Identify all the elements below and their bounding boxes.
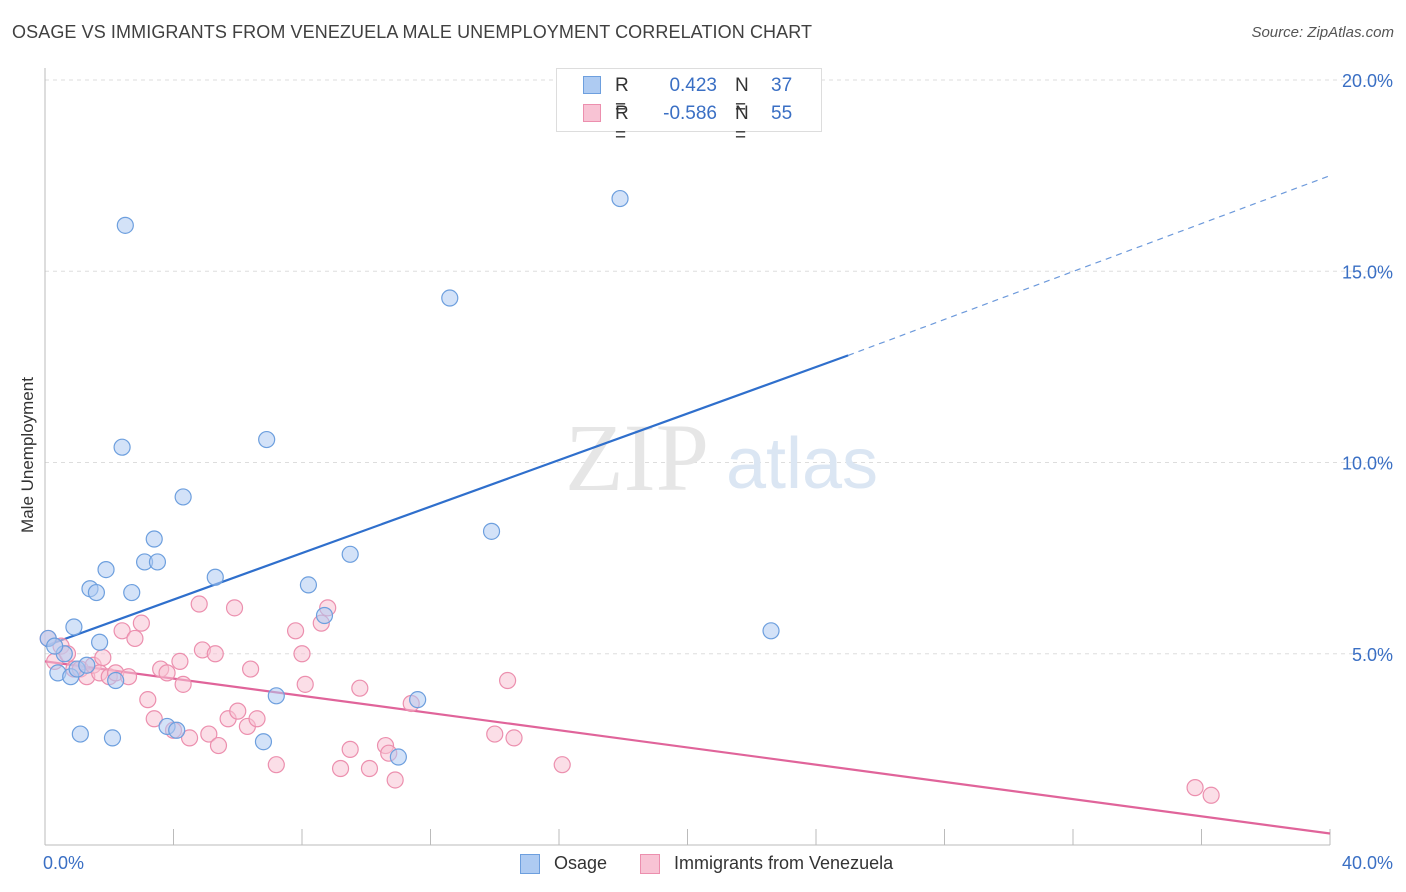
n-value: 55: [771, 103, 793, 124]
osage-point: [91, 633, 109, 651]
osage-point: [254, 733, 273, 751]
osage-swatch: [583, 76, 601, 94]
watermark-zip: ZIP: [565, 404, 709, 511]
venezuela-point: [331, 759, 350, 778]
stats-box: R = 0.423 N = 37 R = -0.586 N = 55: [556, 68, 822, 146]
venezuela-point: [94, 648, 112, 667]
x-tick-label: 40.0%: [1342, 853, 1393, 873]
venezuela-point: [499, 671, 517, 690]
osage-point: [258, 430, 276, 449]
venezuela-point: [248, 710, 266, 728]
chart-source: Source: ZipAtlas.com: [1251, 24, 1394, 41]
chart-title: OSAGE VS IMMIGRANTS FROM VENEZUELA MALE …: [12, 22, 813, 42]
osage-point: [145, 530, 163, 548]
venezuela-point: [145, 710, 163, 728]
osage-point: [611, 189, 629, 208]
venezuela-point: [1202, 786, 1220, 804]
y-tick-label: 10.0%: [1342, 454, 1393, 474]
trend-lines: [44, 175, 1331, 835]
venezuela-point: [139, 691, 157, 709]
venezuela-point: [286, 622, 305, 640]
osage-point: [148, 553, 167, 571]
r-label: R =: [615, 75, 629, 118]
osage-point: [87, 583, 106, 602]
legend-osage-label: Osage: [554, 853, 608, 873]
legend-venezuela-label: Immigrants from Venezuela: [674, 853, 894, 873]
osage-point: [409, 691, 427, 709]
osage-point: [762, 622, 780, 640]
gridlines: [45, 79, 1392, 655]
venezuela-point: [553, 756, 571, 774]
venezuela-point: [1186, 779, 1204, 797]
osage-point: [267, 687, 285, 705]
y-tick-label: 15.0%: [1342, 262, 1393, 282]
osage-point: [116, 216, 134, 234]
osage-point: [341, 545, 359, 563]
osage-point: [103, 729, 122, 747]
legend-osage-swatch: [520, 854, 540, 874]
y-tick-label: 5.0%: [1352, 645, 1393, 665]
venezuela-point: [341, 740, 359, 758]
n-label: N =: [735, 103, 749, 146]
osage-point: [65, 618, 83, 636]
y-tick-label: 20.0%: [1342, 71, 1393, 91]
venezuela-point: [242, 660, 260, 678]
axes: [44, 68, 1331, 846]
osage-point: [389, 748, 407, 766]
venezuela-point: [505, 729, 523, 747]
osage-point: [441, 289, 459, 307]
osage-point: [107, 671, 125, 690]
n-label: N =: [735, 75, 749, 118]
osage-point: [206, 568, 224, 586]
osage-point: [174, 488, 192, 506]
r-value: 0.423: [669, 75, 717, 96]
venezuela-point: [267, 756, 285, 774]
osage-point: [46, 637, 64, 655]
venezuela-point: [126, 629, 144, 648]
venezuela-point: [113, 622, 131, 640]
osage-point: [123, 583, 141, 602]
venezuela-point: [132, 614, 150, 632]
venezuela-point: [180, 729, 199, 747]
osage-point: [97, 560, 115, 579]
venezuela-point: [296, 675, 314, 693]
venezuela-point: [158, 664, 176, 682]
venezuela-point: [171, 652, 189, 671]
n-value: 37: [771, 75, 793, 96]
osage-point: [299, 576, 318, 594]
venezuela-point: [360, 759, 379, 778]
osage-point: [315, 606, 334, 625]
venezuela-point: [209, 736, 228, 755]
venezuela-point: [200, 725, 218, 743]
osage-point: [71, 725, 89, 743]
venezuela-point: [206, 645, 224, 663]
venezuela-point: [486, 725, 504, 743]
osage-point: [113, 438, 131, 456]
osage-point: [78, 656, 96, 674]
venezuela-point: [174, 675, 192, 693]
venezuela-point: [386, 771, 404, 789]
legend-venezuela-swatch: [640, 854, 660, 874]
r-value: -0.586: [663, 103, 717, 124]
osage-point: [168, 721, 186, 739]
venezuela-point: [229, 702, 247, 720]
venezuela-trend-line: [44, 660, 1331, 835]
x-tick-label: 0.0%: [43, 853, 84, 873]
venezuela-swatch: [583, 104, 601, 122]
venezuela-point: [225, 599, 244, 617]
venezuela-point: [190, 595, 208, 613]
watermark-atlas: atlas: [726, 424, 878, 504]
osage-trend-extension: [847, 175, 1331, 356]
venezuela-point: [293, 645, 311, 663]
tick-labels: 5.0% 10.0% 15.0% 20.0% 0.0% 40.0%: [43, 71, 1393, 873]
r-label: R =: [615, 103, 629, 146]
osage-point: [482, 522, 501, 540]
data-points: [39, 189, 1220, 804]
venezuela-point: [351, 679, 369, 697]
osage-trend-line: [44, 354, 849, 648]
